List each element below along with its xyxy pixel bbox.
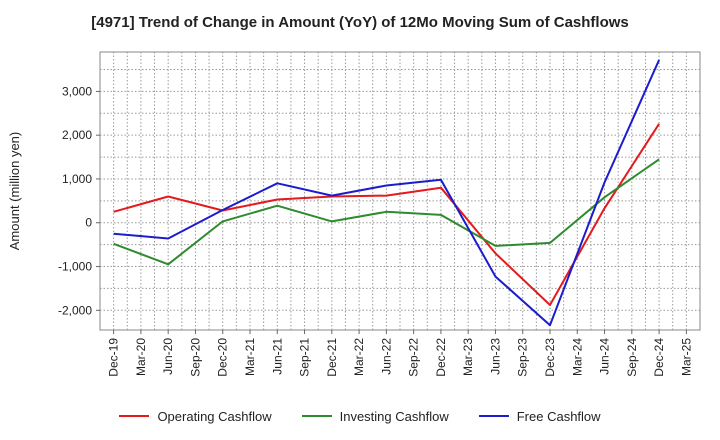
y-tick-label: 2,000 xyxy=(62,128,92,142)
x-tick-label: Sep-21 xyxy=(298,338,312,377)
y-tick-label: -1,000 xyxy=(58,260,92,274)
y-tick-label: 3,000 xyxy=(62,84,92,98)
x-tick-label: Jun-22 xyxy=(379,338,393,375)
x-tick-label: Sep-22 xyxy=(407,338,421,377)
y-axis-title: Amount (million yen) xyxy=(7,132,22,251)
legend-item-operating-cashflow: Operating Cashflow xyxy=(119,408,272,424)
x-tick-label: Jun-21 xyxy=(270,338,284,375)
x-tick-label: Dec-21 xyxy=(325,338,339,377)
x-tick-label: Sep-20 xyxy=(188,338,202,377)
y-axis: -2,000 -1,000 0 1,000 2,000 3,000 xyxy=(58,84,100,317)
legend-swatch xyxy=(478,415,509,417)
x-tick-label: Dec-23 xyxy=(543,338,557,377)
legend-label: Operating Cashflow xyxy=(157,408,272,424)
series-line-investing-cashflow xyxy=(113,158,660,266)
y-tick-label: -2,000 xyxy=(58,303,92,317)
legend: Operating Cashflow Investing Cashflow Free… xyxy=(0,404,720,428)
legend-item-free-cashflow: Free Cashflow xyxy=(478,408,601,424)
x-tick-label: Jun-23 xyxy=(488,338,502,375)
x-axis: Dec-19 Mar-20 Jun-20 Sep-20 Dec-20 Mar-21 Jun-… xyxy=(107,330,693,377)
x-tick-label: Sep-23 xyxy=(516,338,530,377)
plot-border xyxy=(99,51,701,331)
x-tick-label: Mar-24 xyxy=(570,338,584,376)
x-tick-label: Mar-21 xyxy=(243,338,257,376)
x-tick-label: Dec-19 xyxy=(107,338,121,377)
x-tick-label: Dec-20 xyxy=(216,338,230,377)
x-tick-label: Mar-23 xyxy=(461,338,475,376)
x-tick-label: Sep-24 xyxy=(625,338,639,377)
chart-title: [4971] Trend of Change in Amount (YoY) o… xyxy=(91,14,629,31)
legend-label: Investing Cashflow xyxy=(339,408,449,424)
legend-label: Free Cashflow xyxy=(516,408,601,424)
legend-swatch xyxy=(301,415,332,417)
y-tick-label: 1,000 xyxy=(62,172,92,186)
series-line-free-cashflow xyxy=(113,59,661,327)
x-tick-label: Mar-22 xyxy=(352,338,366,376)
series-lines xyxy=(113,59,661,327)
x-tick-label: Mar-20 xyxy=(134,338,148,376)
series-line-operating-cashflow xyxy=(113,123,660,306)
plot-area xyxy=(100,52,700,330)
legend-item-investing-cashflow: Investing Cashflow xyxy=(301,408,449,424)
x-tick-label: Jun-24 xyxy=(598,338,612,375)
x-tick-label: Mar-25 xyxy=(679,338,693,376)
x-tick-label: Dec-22 xyxy=(434,338,448,377)
x-tick-label: Jun-20 xyxy=(161,338,175,375)
x-tick-label: Dec-24 xyxy=(652,338,666,377)
y-tick-label: 0 xyxy=(85,216,92,230)
legend-swatch xyxy=(119,415,150,417)
grid-lines xyxy=(100,52,700,330)
